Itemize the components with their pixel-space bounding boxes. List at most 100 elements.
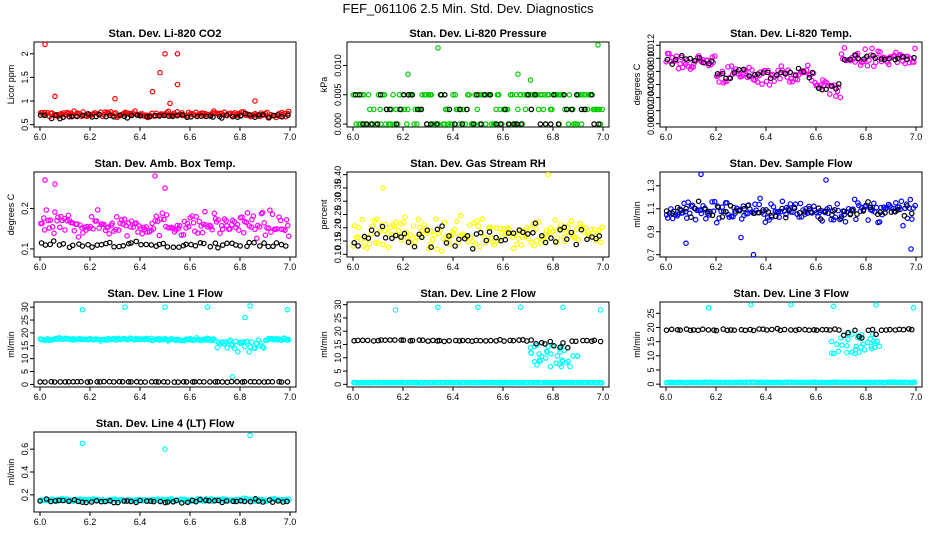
data-point	[247, 112, 253, 118]
data-point	[203, 497, 209, 504]
data-point	[486, 229, 493, 235]
series-black	[663, 325, 915, 341]
data-point	[860, 208, 867, 214]
data-point	[47, 241, 54, 248]
data-point	[830, 303, 837, 310]
x-tick-label: 6.0	[34, 517, 47, 527]
data-point	[748, 301, 754, 308]
data-point	[47, 337, 54, 343]
data-point	[175, 379, 182, 385]
data-point	[374, 121, 381, 127]
y-tick-label: 10	[333, 353, 343, 363]
data-point	[197, 240, 204, 246]
data-point	[427, 228, 434, 234]
data-point	[469, 238, 476, 245]
data-point	[554, 353, 561, 359]
data-point	[121, 216, 128, 222]
data-point	[210, 114, 216, 120]
data-point	[51, 379, 58, 385]
data-point	[673, 53, 680, 60]
data-point	[855, 55, 861, 62]
data-point	[178, 232, 185, 238]
data-point	[550, 228, 557, 234]
data-point	[536, 356, 543, 363]
data-point	[260, 111, 266, 118]
data-point	[547, 363, 554, 370]
data-point	[46, 225, 53, 231]
data-point	[783, 211, 789, 218]
data-point	[405, 92, 412, 98]
y-tick-label: 30	[333, 300, 343, 310]
data-point	[851, 196, 858, 203]
data-point	[435, 45, 441, 51]
x-tick-label: 6.0	[660, 392, 673, 402]
data-point	[174, 112, 181, 119]
data-point	[88, 499, 95, 505]
data-point	[285, 233, 292, 240]
y-axis-label: ml/min	[632, 201, 642, 228]
data-point	[591, 337, 598, 344]
data-point	[745, 202, 751, 209]
data-point	[877, 49, 883, 55]
data-point	[208, 224, 214, 230]
data-point	[853, 343, 860, 350]
data-point	[782, 71, 789, 77]
data-point	[705, 208, 711, 215]
data-point	[549, 106, 555, 113]
data-point	[568, 229, 575, 236]
data-point	[727, 203, 734, 209]
data-point	[828, 83, 835, 89]
data-point	[241, 498, 248, 505]
data-point	[196, 378, 203, 385]
y-tick-label: 0.2	[20, 489, 30, 502]
data-point	[770, 204, 777, 210]
data-point	[49, 224, 56, 230]
data-point	[155, 379, 162, 385]
data-point	[201, 379, 207, 385]
data-point	[112, 226, 119, 233]
data-point	[265, 225, 272, 232]
data-point	[364, 337, 371, 344]
data-point	[577, 92, 584, 98]
data-point	[833, 85, 839, 92]
data-point	[713, 327, 720, 334]
data-point	[188, 241, 194, 248]
data-point	[507, 337, 513, 344]
data-point	[383, 106, 390, 113]
data-point	[755, 71, 761, 77]
data-point	[223, 112, 230, 118]
data-point	[164, 244, 171, 250]
data-point	[569, 106, 575, 113]
data-point	[854, 211, 860, 217]
data-point	[239, 379, 246, 385]
data-point	[747, 326, 754, 333]
y-tick-label: 0.004	[646, 86, 656, 109]
data-point	[599, 224, 606, 231]
data-point	[578, 226, 585, 233]
data-point	[387, 121, 394, 127]
data-point	[269, 378, 276, 385]
y-tick-label: 20	[333, 326, 343, 336]
data-point	[547, 121, 554, 127]
x-tick-label: 6.6	[184, 132, 197, 142]
data-point	[552, 217, 558, 223]
data-point	[528, 106, 535, 113]
series-line	[37, 173, 292, 242]
data-point	[841, 44, 848, 51]
x-tick-label: 7.0	[284, 517, 297, 527]
data-point	[429, 237, 436, 243]
data-point	[43, 207, 50, 213]
x-tick-label: 6.4	[134, 262, 147, 272]
data-point	[517, 92, 524, 98]
data-point	[128, 379, 134, 385]
data-point	[418, 234, 425, 241]
data-point	[692, 205, 699, 212]
data-point	[179, 500, 185, 506]
data-point	[398, 337, 404, 343]
data-point	[477, 337, 484, 344]
data-point	[497, 121, 504, 127]
data-point	[797, 200, 804, 207]
data-point	[133, 238, 140, 245]
data-point	[230, 498, 237, 505]
data-point	[479, 216, 486, 222]
